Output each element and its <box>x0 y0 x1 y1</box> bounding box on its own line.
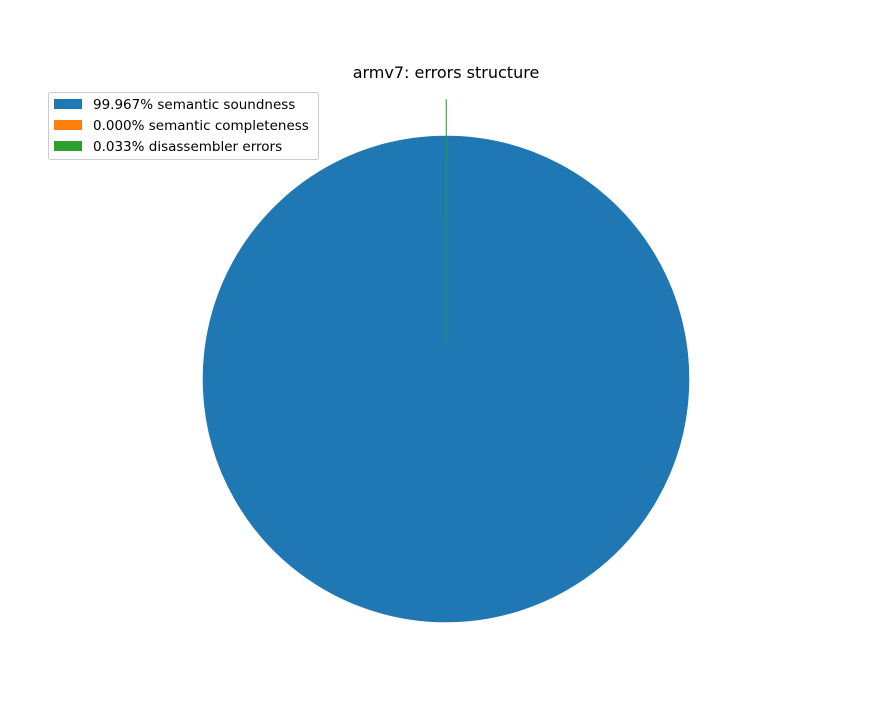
legend-frame <box>48 92 319 160</box>
legend: 99.967% semantic soundness 0.000% semanti… <box>48 92 319 160</box>
legend-label-2: 0.033% disassembler errors <box>93 139 282 155</box>
pie-slice-0 <box>202 135 689 623</box>
legend-label-0: 99.967% semantic soundness <box>93 97 295 113</box>
legend-swatch-1 <box>54 120 82 130</box>
chart-title: armv7: errors structure <box>353 63 540 82</box>
pie-slice-2 <box>445 99 447 343</box>
legend-items: 99.967% semantic soundness 0.000% semanti… <box>54 97 309 155</box>
legend-label-1: 0.000% semantic completeness <box>93 118 309 134</box>
pie-slices <box>202 99 689 623</box>
legend-swatch-2 <box>54 141 82 151</box>
legend-swatch-0 <box>54 99 82 109</box>
